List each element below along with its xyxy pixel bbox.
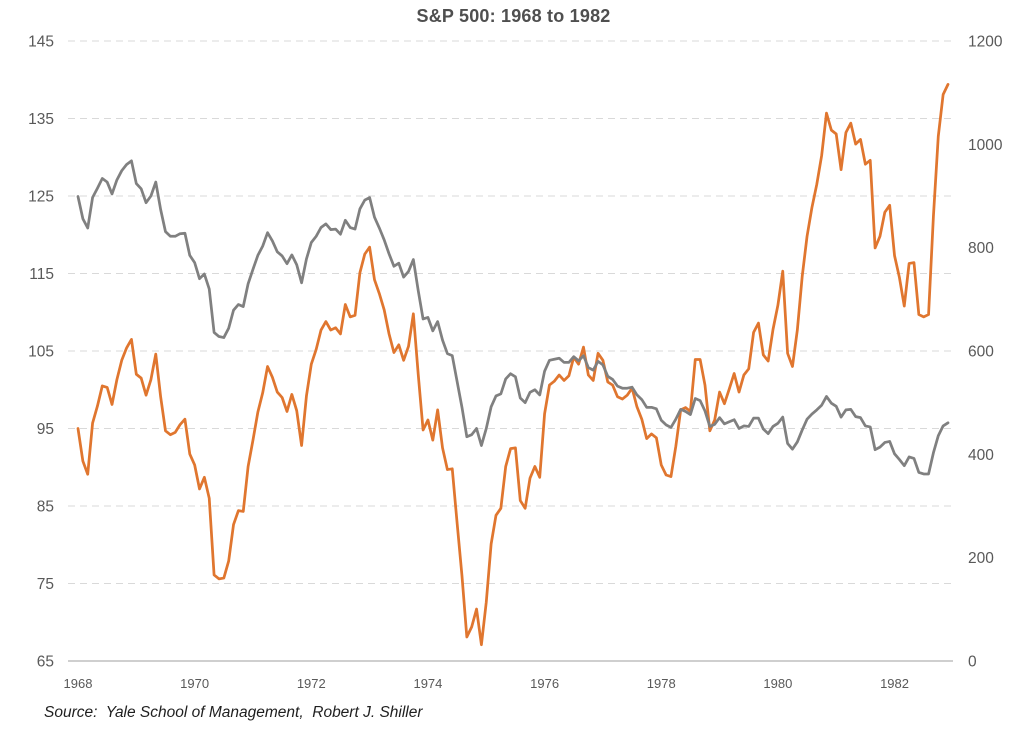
source-note: Source: Yale School of Management, Rober… — [44, 704, 423, 721]
chart-title: S&P 500: 1968 to 1982 — [416, 6, 611, 26]
left-axis-tick-label: 115 — [29, 266, 54, 283]
left-axis-tick-label: 125 — [28, 189, 54, 206]
right-axis-tick-label: 1200 — [968, 34, 1003, 51]
x-axis-tick-label: 1978 — [647, 676, 676, 691]
left-axis-tick-label: 75 — [37, 576, 54, 593]
left-axis-tick-label: 105 — [28, 344, 54, 361]
x-axis-tick-label: 1974 — [413, 676, 442, 691]
series-line-gray — [76, 159, 950, 476]
right-axis-tick-label: 400 — [968, 447, 994, 464]
right-axis-tick-label: 1000 — [968, 137, 1003, 154]
right-axis-tick-label: 200 — [968, 550, 994, 567]
x-axis-tick-label: 1982 — [880, 676, 909, 691]
x-axis-tick-label: 1972 — [297, 676, 326, 691]
right-axis-tick-label: 800 — [968, 240, 994, 257]
left-axis-tick-label: 145 — [28, 34, 54, 51]
left-axis-tick-label: 135 — [28, 111, 54, 128]
left-axis-tick-label: 65 — [37, 654, 54, 671]
left-axis-tick-label: 95 — [37, 421, 54, 438]
right-axis-tick-label: 0 — [968, 654, 977, 671]
x-axis-tick-label: 1970 — [180, 676, 209, 691]
series-line-orange — [76, 83, 950, 647]
x-axis-tick-label: 1976 — [530, 676, 559, 691]
left-axis-tick-label: 85 — [37, 499, 54, 516]
right-axis-tick-label: 600 — [968, 344, 994, 361]
x-axis-tick-label: 1980 — [763, 676, 792, 691]
x-axis-tick-label: 1968 — [64, 676, 93, 691]
